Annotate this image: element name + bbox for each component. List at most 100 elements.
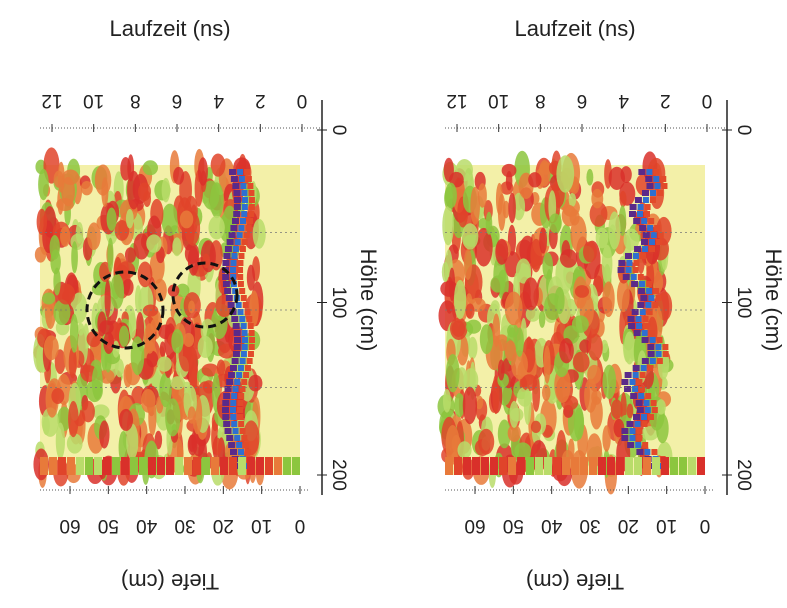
band [653,176,660,182]
band [224,288,232,294]
band [228,372,236,378]
reflection [170,376,186,390]
reflection [445,424,460,465]
band [628,323,636,329]
band [237,309,244,315]
band [232,428,239,434]
reflection [154,430,163,450]
edge-stripe [607,457,615,475]
band [244,365,251,371]
time-tick-label: 10 [488,90,509,111]
radargram [33,147,300,490]
reflection [81,400,95,423]
reflection [586,168,594,186]
reflection [450,317,468,340]
band [646,281,653,287]
band [637,302,645,308]
band [225,295,233,301]
reflection [142,304,159,317]
band [232,183,240,189]
edge-stripe [625,457,633,475]
band [241,330,248,336]
band [230,260,237,266]
edge-stripe [256,457,264,475]
band [238,393,245,399]
time-tick-label: 4 [213,90,224,111]
reflection [99,320,114,335]
band [662,351,669,357]
reflection [197,335,213,359]
edge-stripe [499,457,507,475]
reflection [504,340,517,362]
reflection [626,403,634,419]
band [646,169,653,175]
depth-tick-label: 30 [174,515,195,536]
reflection [177,446,184,460]
band [244,309,251,315]
edge-stripe [166,457,174,475]
band [656,239,663,245]
band [237,169,244,175]
band [632,267,639,273]
band [235,302,242,308]
reflection [505,170,513,191]
time-tick-label: 8 [130,90,141,111]
band [247,351,254,357]
band [653,169,660,175]
band [633,260,640,266]
band [232,288,239,294]
reflection [187,406,196,424]
edge-stripe [454,457,462,475]
band [661,183,668,189]
band [241,211,248,217]
band [641,330,648,336]
time-axis-title: Laufzeit (ns) [109,16,230,41]
band [240,295,247,301]
reflection [51,387,65,404]
reflection [38,168,49,201]
reflection [99,420,110,449]
band [226,435,234,441]
band [233,211,241,217]
edge-stripe [85,457,93,475]
band [631,281,639,287]
band [653,288,660,294]
band [621,379,629,385]
band [643,400,650,406]
band [243,442,250,448]
band [245,225,252,231]
band [245,176,252,182]
reflection [525,306,541,322]
band [224,428,232,434]
depth-tick-label: 30 [579,515,600,536]
edge-stripe [40,457,48,475]
band [636,407,644,413]
band [625,267,632,273]
band [639,386,646,392]
band [222,274,230,280]
band [247,323,254,329]
reflection [125,209,134,229]
reflection [445,353,460,393]
edge-stripe [472,457,480,475]
band [230,225,238,231]
time-tick-label: 10 [83,90,104,111]
edge-stripe [571,457,579,475]
band [636,435,643,441]
reflection [602,425,611,452]
reflection [175,283,190,298]
band [224,386,232,392]
band [231,316,239,322]
reflection [53,267,61,296]
band [650,400,657,406]
reflection [202,180,220,210]
reflection [188,300,195,314]
band [239,246,246,252]
reflection [441,261,449,283]
band [635,400,643,406]
reflection [509,400,519,428]
band [642,190,650,196]
reflection [208,215,225,240]
depth-tick-label: 60 [464,515,485,536]
reflection [616,279,630,313]
